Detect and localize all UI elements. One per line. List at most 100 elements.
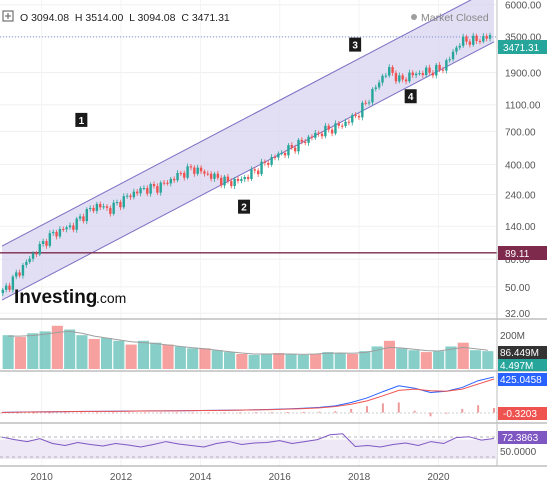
- candle-body: [88, 207, 92, 210]
- candle-body: [455, 47, 458, 52]
- candle-body: [310, 136, 314, 138]
- rsi-value: 72.3863: [502, 433, 539, 444]
- candle-body: [394, 72, 398, 82]
- candle-body: [388, 67, 391, 76]
- volume-bar: [113, 340, 125, 369]
- volume-bar: [174, 346, 186, 369]
- candle-body: [146, 187, 149, 194]
- candle-body: [421, 73, 425, 76]
- price-tick-label: 1100.00: [505, 101, 541, 112]
- candle-body: [45, 241, 48, 246]
- candle-body: [367, 102, 371, 104]
- candle-body: [75, 218, 78, 230]
- market-status: Market Closed: [421, 12, 489, 24]
- ohlc-readout: O 3094.08 H 3514.00 L 3094.08 C 3471.31: [20, 12, 230, 24]
- candle-body: [136, 191, 139, 194]
- price-tick-label: 32.00: [505, 309, 530, 320]
- price-tick-label: 50.00: [505, 283, 530, 294]
- candle-body: [414, 73, 418, 76]
- candlestick-series: [1, 32, 492, 297]
- macd-hist-bar: [143, 412, 146, 414]
- volume-bar: [273, 353, 285, 369]
- candle-body: [361, 102, 364, 118]
- candle-body: [230, 181, 233, 187]
- candle-body: [408, 72, 411, 82]
- candle-body: [209, 173, 213, 179]
- annotation-label: 4: [408, 92, 414, 103]
- volume-bar: [433, 351, 445, 369]
- macd-hist-bar: [477, 405, 480, 413]
- time-tick-label: 2014: [189, 472, 212, 483]
- candle-body: [196, 167, 199, 174]
- candle-body: [304, 141, 307, 143]
- candle-body: [206, 173, 209, 175]
- volume-bar: [248, 354, 260, 369]
- candle-body: [58, 229, 62, 237]
- candle-body: [404, 79, 408, 82]
- candle-body: [267, 162, 270, 165]
- candle-body: [82, 216, 85, 222]
- candle-body: [273, 156, 277, 158]
- candle-body: [384, 75, 388, 77]
- candle-body: [240, 179, 243, 181]
- macd-hist-bar: [16, 412, 19, 414]
- candle-body: [411, 72, 414, 76]
- candle-body: [216, 173, 220, 178]
- volume-bar: [224, 352, 236, 369]
- volume-bar: [51, 325, 63, 369]
- price-axis-ticks: 6000.00 3500.00 1900.00 1100.00 700.00 400.00…: [505, 1, 542, 320]
- candle-body: [62, 229, 65, 231]
- candle-body: [38, 244, 41, 255]
- volume-bar: [359, 351, 371, 369]
- candle-body: [287, 145, 290, 156]
- rsi-band: [0, 439, 497, 460]
- candle-body: [199, 167, 203, 172]
- candle-body: [55, 231, 58, 237]
- candle-body: [351, 115, 354, 123]
- macd-value: 425.0458: [500, 375, 542, 386]
- volume-bar: [211, 350, 223, 369]
- annotation-label: 2: [241, 203, 247, 214]
- candle-body: [337, 123, 341, 126]
- annotation-box: [238, 199, 251, 214]
- candle-body: [398, 75, 401, 82]
- annotation-label: 1: [79, 116, 85, 127]
- candle-body: [179, 172, 183, 174]
- macd-hist-bar: [223, 412, 226, 414]
- candle-body: [381, 75, 384, 83]
- macd-hist-bar: [32, 412, 35, 414]
- candle-body: [344, 121, 347, 126]
- crosshair-square-icon[interactable]: [2, 10, 14, 22]
- candle-body: [246, 177, 250, 179]
- channel-lower-line: [1, 41, 495, 301]
- last-price-label: 3471.31: [503, 43, 540, 54]
- candle-body: [445, 60, 448, 71]
- candle-body: [458, 45, 461, 48]
- candle-body: [277, 153, 280, 158]
- signal-badge: [498, 407, 547, 420]
- candle-body: [334, 123, 337, 134]
- volume-bar: [64, 329, 76, 369]
- macd-hist-bar: [159, 412, 162, 414]
- candle-body: [438, 64, 441, 70]
- candle-body: [330, 129, 334, 134]
- macd-hist-bar: [413, 410, 416, 413]
- hline-price-badge: [498, 246, 547, 260]
- channel-upper-line: [1, 0, 472, 247]
- candle-body: [441, 69, 445, 71]
- time-tick-label: 2016: [269, 472, 292, 483]
- candle-body: [139, 188, 142, 194]
- candle-body: [11, 276, 15, 290]
- candle-body: [280, 152, 283, 154]
- volume-label-2: 4.497M: [500, 361, 533, 372]
- volume-ma-line: [8, 330, 488, 355]
- candle-body: [35, 253, 38, 255]
- annotation-label: 3: [352, 41, 358, 52]
- volume-bar: [482, 351, 494, 369]
- volume-bar: [334, 353, 346, 369]
- candle-body: [119, 202, 122, 208]
- candle-body: [65, 227, 68, 230]
- hline-price-label: 89.11: [505, 249, 530, 260]
- candle-body: [270, 156, 273, 165]
